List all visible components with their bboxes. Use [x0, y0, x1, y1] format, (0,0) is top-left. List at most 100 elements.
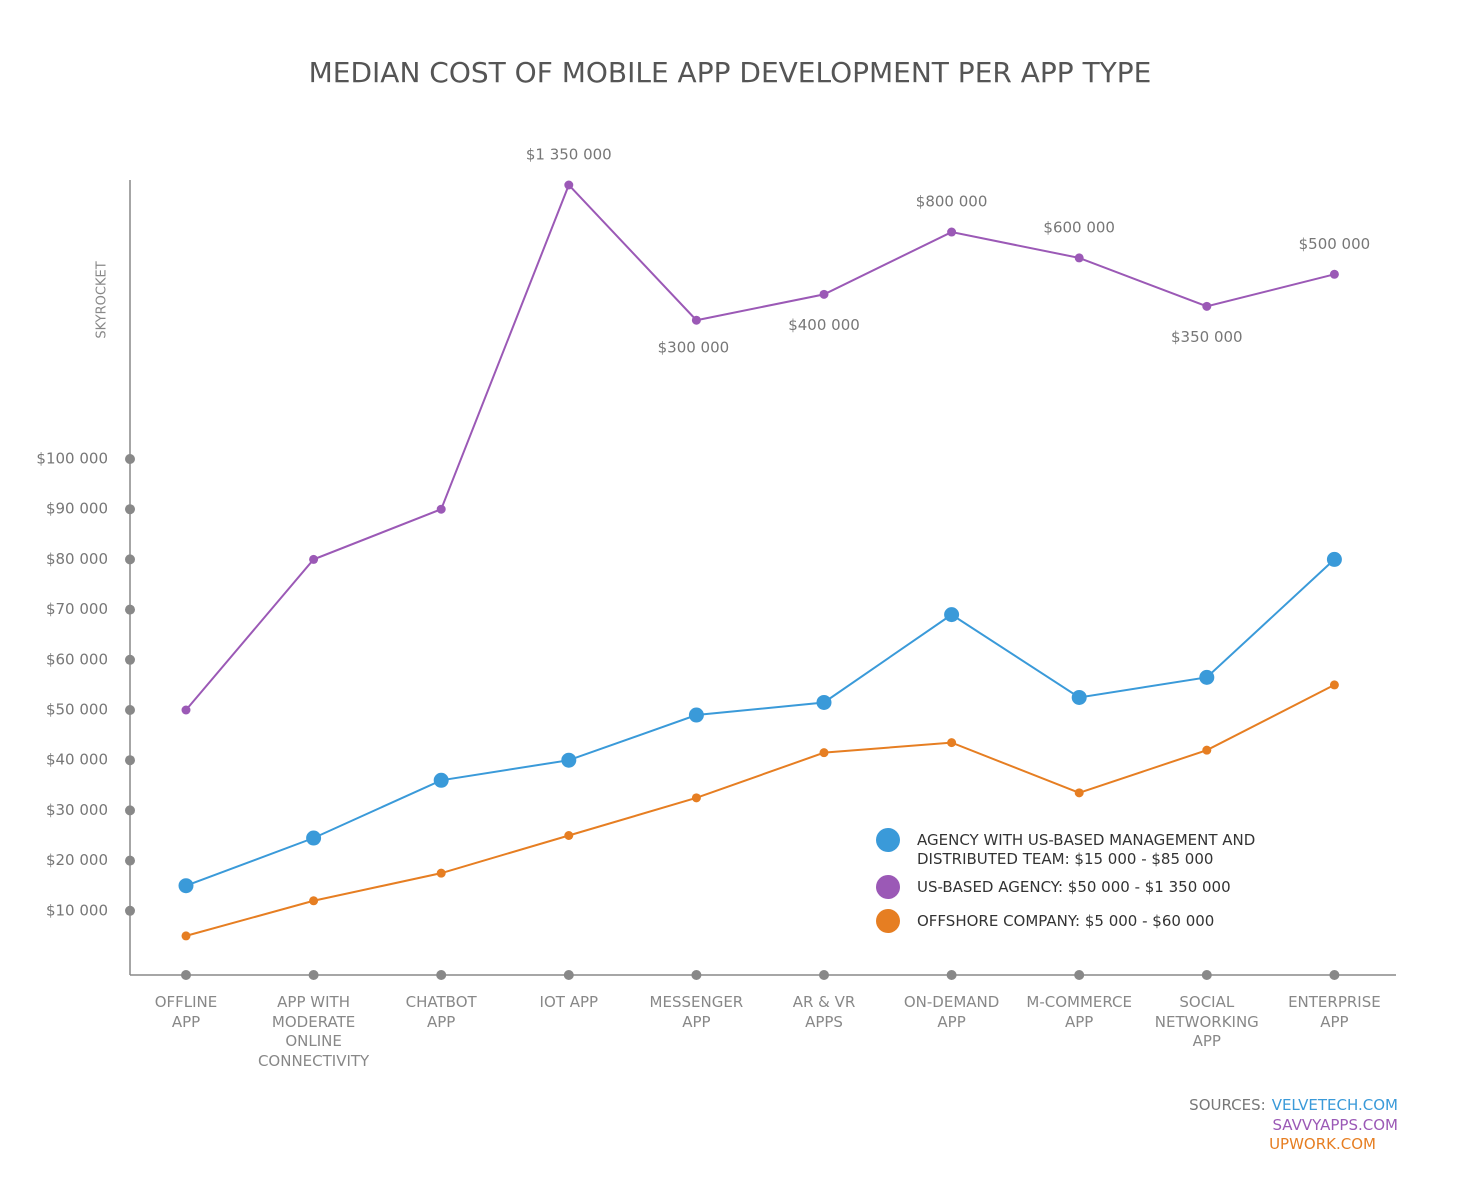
y-tick-mark — [125, 554, 135, 565]
data-point — [816, 694, 832, 710]
x-tick-label-line: APP — [1320, 1012, 1349, 1031]
data-point — [181, 931, 191, 941]
data-point — [1074, 788, 1084, 798]
x-tick-label: ON-DEMAND APP — [877, 993, 1027, 1032]
y-tick-mark — [125, 805, 135, 816]
x-tick-label: OFFLINE APP — [111, 993, 261, 1032]
sources: SOURCES: VELVETECH.COM SAVVYAPPS.COM UPWORK… — [1189, 1096, 1398, 1155]
x-tick-mark — [563, 970, 574, 980]
x-tick-label-line: APP — [1192, 1032, 1221, 1050]
x-tick-label-line: MODERATE — [271, 1012, 356, 1031]
x-tick-label-line: M-COMMERCE — [1026, 993, 1132, 1011]
data-point — [1329, 680, 1339, 690]
source-link: SAVVYAPPS.COM — [1272, 1115, 1399, 1134]
y-tick-label: $80 000 — [46, 550, 108, 568]
x-tick-label-line: APP — [171, 1012, 201, 1031]
y-tick-label: $90 000 — [46, 500, 108, 518]
y-tick-label: $50 000 — [46, 701, 108, 719]
data-label: $350 000 — [1171, 328, 1243, 346]
y-tick-mark — [125, 504, 135, 515]
x-tick-label: IOT APP — [494, 993, 644, 1013]
data-point — [1199, 669, 1215, 685]
x-tick-label-line: APP — [427, 1012, 456, 1031]
x-tick-label-line: APP — [937, 1012, 966, 1031]
y-tick-mark — [125, 705, 135, 715]
data-label: $500 000 — [1299, 235, 1371, 253]
data-point — [309, 896, 319, 906]
x-tick-label-line: APP — [1065, 1012, 1094, 1031]
data-point — [564, 180, 574, 190]
x-tick-label-line: APP WITH — [277, 993, 350, 1011]
data-point — [1202, 301, 1212, 311]
y-tick-mark — [125, 454, 135, 464]
x-tick-label-line: ON-DEMAND — [903, 993, 1000, 1011]
x-tick-label-line: OFFLINE — [154, 993, 218, 1011]
data-point — [819, 289, 829, 299]
sources-line: UPWORK.COM — [1189, 1135, 1398, 1155]
legend-label: OFFSHORE COMPANY: $5 000 - $60 000 — [917, 912, 1215, 930]
x-tick-label-line: NETWORKING — [1154, 1012, 1259, 1031]
x-tick-label: APP WITH MODERATE ONLINE CONNECTIVITY — [239, 993, 389, 1071]
x-tick-label: MESSENGER APP — [621, 993, 771, 1032]
data-point — [1202, 745, 1212, 755]
data-label: $300 000 — [658, 339, 730, 357]
y-axis-label: SKYROCKET — [95, 261, 110, 338]
data-point — [309, 554, 319, 564]
x-tick-label-line: SOCIAL — [1179, 993, 1235, 1011]
x-tick-mark — [1201, 970, 1212, 980]
data-label: $1 350 000 — [526, 146, 612, 164]
chart-title: MEDIAN COST OF MOBILE APP DEVELOPMENT PE… — [309, 56, 1152, 89]
legend-label: US-BASED AGENCY: $50 000 - $1 350 000 — [917, 878, 1231, 896]
x-tick-label-line: ONLINE — [285, 1032, 342, 1050]
x-tick-mark — [436, 970, 447, 980]
x-tick-label-line: CONNECTIVITY — [257, 1051, 370, 1070]
y-tick-label: $70 000 — [46, 600, 108, 618]
y-tick-label: $40 000 — [46, 751, 108, 769]
y-tick-label: $100 000 — [36, 450, 108, 468]
data-point — [691, 793, 701, 803]
legend-marker — [876, 828, 900, 852]
y-tick-label: $10 000 — [46, 901, 108, 919]
series-line — [185, 183, 1335, 711]
x-tick-label: ENTERPRISE APP — [1259, 993, 1409, 1032]
data-point — [1071, 689, 1087, 705]
x-tick-label: CHATBOT APP — [366, 993, 516, 1032]
sources-line: SOURCES: VELVETECH.COM — [1189, 1096, 1398, 1116]
series-line — [185, 684, 1335, 937]
data-point — [436, 504, 446, 514]
sources-line: SAVVYAPPS.COM — [1189, 1115, 1399, 1136]
x-tick-label: M-COMMERCE APP — [1004, 993, 1154, 1032]
data-point — [564, 831, 574, 840]
x-tick-mark — [181, 970, 191, 980]
y-tick-mark — [125, 855, 135, 866]
y-tick-mark — [125, 654, 135, 665]
data-point — [181, 705, 191, 715]
y-tick-mark — [125, 755, 135, 766]
y-tick-label: $60 000 — [46, 650, 108, 668]
x-tick-mark — [1329, 970, 1340, 980]
x-tick-label-line: APPS — [805, 1012, 843, 1031]
data-point — [688, 707, 704, 723]
data-point — [947, 227, 957, 237]
x-tick-mark — [819, 970, 829, 980]
data-label: $600 000 — [1043, 218, 1115, 236]
data-point — [1329, 269, 1339, 279]
data-label: $400 000 — [788, 316, 860, 334]
data-point — [433, 772, 449, 788]
source-link: UPWORK.COM — [1269, 1135, 1376, 1153]
source-link: VELVETECH.COM — [1271, 1096, 1398, 1114]
x-tick-label: SOCIAL NETWORKING APP — [1132, 993, 1282, 1052]
x-tick-label-line: APP — [682, 1012, 711, 1031]
data-point — [1074, 253, 1084, 263]
data-point — [306, 830, 322, 846]
data-point — [947, 738, 957, 748]
y-tick-mark — [125, 905, 135, 916]
sources-label: SOURCES: — [1189, 1096, 1266, 1114]
x-tick-label-line: IOT APP — [539, 993, 599, 1011]
y-tick-mark — [125, 604, 135, 615]
x-tick-label: AR & VR APPS — [749, 993, 899, 1032]
y-tick-label: $20 000 — [46, 851, 108, 869]
x-tick-label-line: CHATBOT — [405, 993, 477, 1011]
